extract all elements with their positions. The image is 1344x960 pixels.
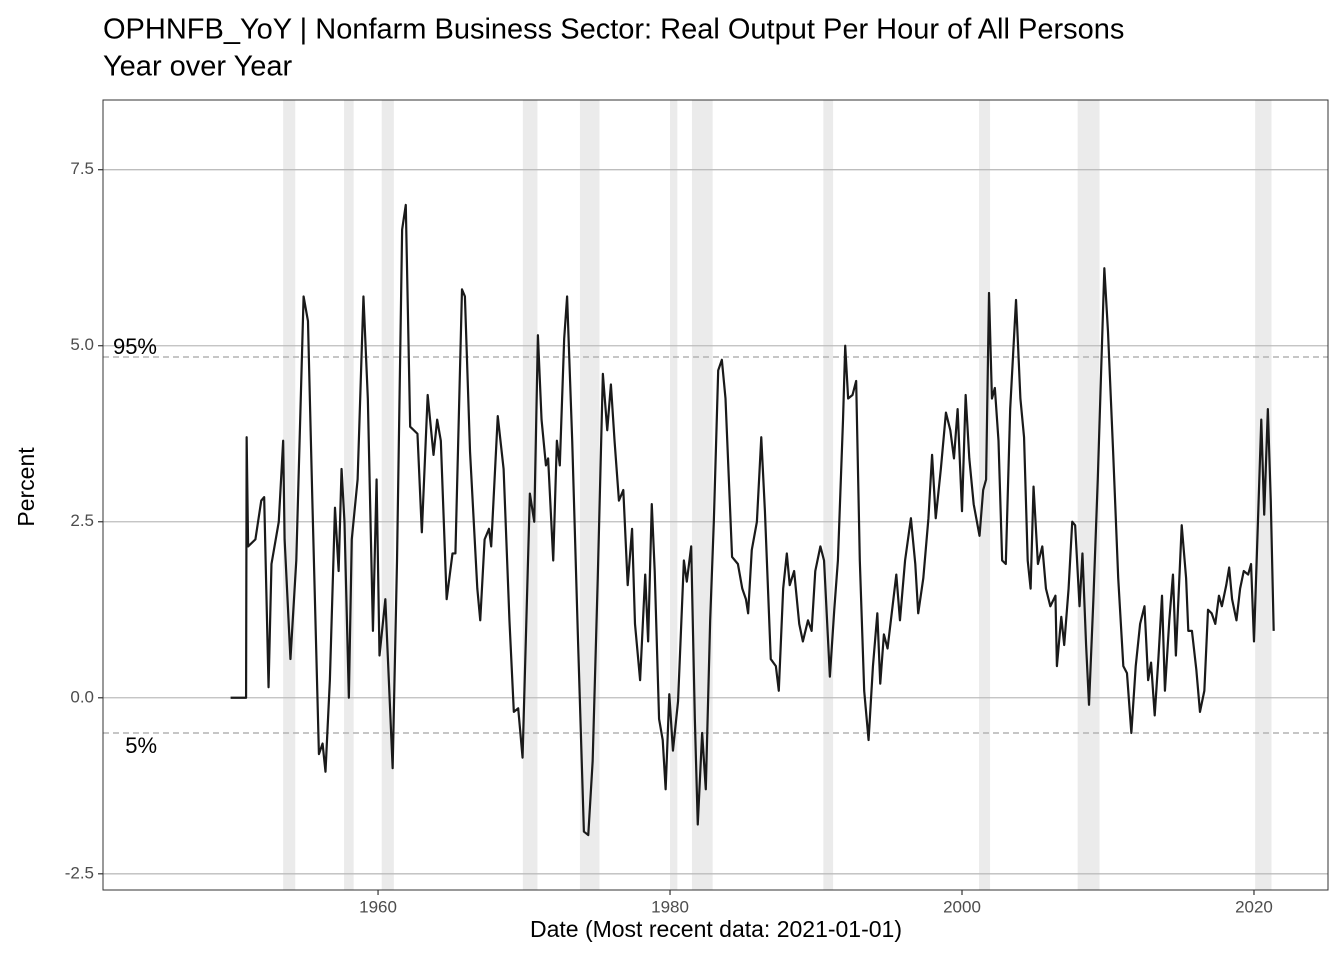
y-tick-label: 7.5 <box>70 159 94 178</box>
data-line <box>230 203 1275 837</box>
x-tick-label: 1980 <box>651 897 689 916</box>
recession-band <box>691 100 713 890</box>
x-tick-label: 1960 <box>359 897 397 916</box>
chart-title: OPHNFB_YoY | Nonfarm Business Sector: Re… <box>103 14 1124 46</box>
x-axis-title: Date (Most recent data: 2021-01-01) <box>530 916 902 942</box>
y-tick-label: 5.0 <box>70 335 94 354</box>
recession-band <box>979 100 991 890</box>
chart-subtitle: Year over Year <box>103 51 293 83</box>
recession-band <box>381 100 394 890</box>
recession-band <box>283 100 296 890</box>
recession-band <box>344 100 354 890</box>
recession-band <box>823 100 834 890</box>
x-tick-label: 2000 <box>943 897 981 916</box>
x-tick-label: 2020 <box>1235 897 1273 916</box>
recession-band <box>1077 100 1100 890</box>
recession-band <box>670 100 678 890</box>
percentile-label: 5% <box>125 733 157 758</box>
y-tick-label: -2.5 <box>65 863 94 882</box>
y-tick-label: 0.0 <box>70 687 94 706</box>
percentile-label: 95% <box>113 334 157 359</box>
panel-border <box>102 99 1329 891</box>
y-axis-title: Percent <box>13 447 39 527</box>
y-tick-label: 2.5 <box>70 511 94 530</box>
